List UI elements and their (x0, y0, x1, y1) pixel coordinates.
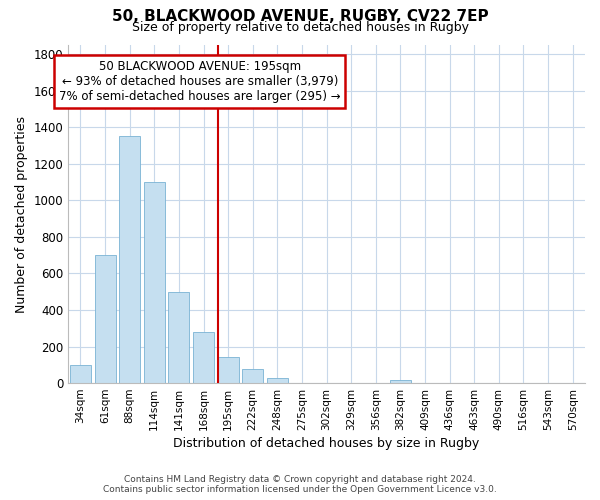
Bar (119, 136, 140, 383)
Text: Contains HM Land Registry data © Crown copyright and database right 2024.
Contai: Contains HM Land Registry data © Crown c… (103, 474, 497, 494)
Bar (193, 332, 214, 383)
Text: Size of property relative to detached houses in Rugby: Size of property relative to detached ho… (131, 21, 469, 34)
Bar (218, 356, 239, 383)
Bar (70, 365, 91, 383)
Bar (95, 255, 116, 383)
Bar (267, 378, 288, 383)
Text: 50 BLACKWOOD AVENUE: 195sqm
← 93% of detached houses are smaller (3,979)
7% of s: 50 BLACKWOOD AVENUE: 195sqm ← 93% of det… (59, 60, 341, 103)
Bar (242, 370, 263, 383)
Bar (390, 380, 411, 383)
Bar (169, 292, 190, 383)
Y-axis label: Number of detached properties: Number of detached properties (15, 116, 28, 312)
Bar (144, 182, 165, 383)
X-axis label: Distribution of detached houses by size in Rugby: Distribution of detached houses by size … (173, 437, 480, 450)
Text: 50, BLACKWOOD AVENUE, RUGBY, CV22 7EP: 50, BLACKWOOD AVENUE, RUGBY, CV22 7EP (112, 9, 488, 24)
